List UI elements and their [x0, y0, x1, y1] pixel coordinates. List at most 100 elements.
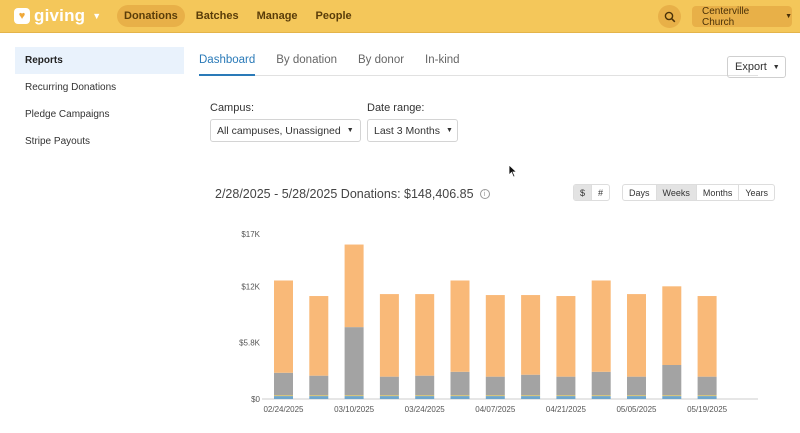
bar-segment: [450, 395, 470, 397]
bar-segment: [274, 280, 293, 373]
search-icon: [664, 11, 675, 22]
campus-select[interactable]: All campuses, Unassigned ▼: [210, 119, 361, 142]
bar-segment: [450, 371, 470, 396]
bar-segment: [379, 395, 399, 397]
bar-segment: [309, 395, 329, 397]
bar-segment: [662, 396, 682, 399]
main-nav: Donations Batches Manage People: [117, 5, 359, 27]
period-years-button[interactable]: Years: [745, 187, 769, 198]
bar-segment: [521, 396, 541, 399]
info-icon[interactable]: i: [479, 189, 490, 199]
sidebar-item-recurring-donations[interactable]: Recurring Donations: [25, 82, 117, 93]
bar-segment: [485, 376, 505, 396]
bar-segment: [627, 395, 646, 397]
bar-segment: [344, 396, 364, 399]
campus-label: Campus:: [210, 102, 255, 114]
x-tick-label: 05/05/2025: [616, 405, 657, 414]
sidebar: Reports Recurring Donations Pledge Campa…: [15, 47, 184, 155]
bar-segment: [344, 244, 364, 328]
tab-by-donor[interactable]: By donor: [358, 54, 405, 66]
bar-segment: [627, 396, 646, 399]
nav-batches[interactable]: Batches: [195, 10, 239, 22]
period-toggle: Days Weeks Months Years: [622, 184, 776, 201]
bar-segment: [415, 294, 435, 376]
period-weeks-button[interactable]: Weeks: [656, 185, 697, 200]
chart-title: 2/28/2025 - 5/28/2025 Donations: $148,40…: [215, 187, 490, 201]
date-range-value: Last 3 Months: [374, 124, 440, 137]
tab-by-donation[interactable]: By donation: [276, 54, 338, 66]
bar-segment: [521, 395, 541, 397]
y-tick-label: $0: [251, 395, 260, 404]
bar-segment: [521, 374, 541, 396]
bar-segment: [556, 396, 576, 399]
date-range-select[interactable]: Last 3 Months ▼: [367, 119, 458, 142]
date-range-label: Date range:: [367, 102, 425, 114]
tab-dashboard[interactable]: Dashboard: [199, 48, 256, 76]
bar-segment: [697, 395, 717, 397]
bar-segment: [697, 296, 717, 377]
bar-segment: [662, 365, 682, 396]
period-months-button[interactable]: Months: [697, 185, 740, 200]
x-tick-label: 03/24/2025: [405, 405, 446, 414]
export-label: Export: [735, 61, 767, 73]
caret-down-icon: ▼: [772, 63, 780, 71]
bar-segment: [591, 371, 611, 396]
nav-people[interactable]: People: [315, 10, 352, 22]
bar-segment: [485, 395, 505, 397]
sidebar-item-pledge-campaigns[interactable]: Pledge Campaigns: [25, 109, 110, 120]
bar-segment: [556, 376, 576, 396]
bar-segment: [309, 296, 329, 376]
bar-segment: [697, 376, 717, 396]
caret-down-icon: ▼: [346, 127, 354, 134]
y-tick-label: $12K: [241, 282, 260, 291]
bar-segment: [274, 395, 293, 397]
period-days-button[interactable]: Days: [623, 185, 657, 200]
bar-segment: [379, 396, 399, 399]
mouse-cursor-icon: [508, 164, 518, 178]
unit-count-button[interactable]: #: [598, 187, 604, 198]
bar-segment: [379, 294, 399, 377]
y-tick-label: $5.8K: [239, 339, 261, 348]
x-tick-label: 04/21/2025: [546, 405, 587, 414]
bar-segment: [485, 295, 505, 377]
chevron-down-icon: ▼: [92, 11, 102, 21]
bar-segment: [556, 296, 576, 377]
church-selector[interactable]: Centerville Church ▼: [692, 5, 792, 28]
brand-menu[interactable]: ♥ giving ▼: [14, 6, 101, 26]
x-tick-label: 02/24/2025: [263, 405, 304, 414]
sidebar-item-reports[interactable]: Reports: [15, 47, 184, 74]
bar-segment: [627, 376, 646, 396]
bar-segment: [415, 395, 435, 397]
bar-segment: [309, 396, 329, 399]
bar-segment: [379, 376, 399, 396]
top-bar: ♥ giving ▼ Donations Batches Manage Peop…: [0, 0, 800, 33]
y-tick-label: $17K: [241, 230, 260, 239]
export-button[interactable]: Export ▼: [727, 56, 786, 78]
bar-segment: [662, 286, 682, 365]
bar-segment: [485, 396, 505, 399]
unit-toggle: $ #: [573, 184, 611, 201]
brand-name: giving: [34, 6, 86, 25]
bar-segment: [344, 327, 364, 396]
campus-value: All campuses, Unassigned: [217, 124, 341, 137]
bar-segment: [415, 396, 435, 399]
x-tick-label: 03/10/2025: [334, 405, 375, 414]
bar-segment: [415, 375, 435, 396]
church-name: Centerville Church: [702, 5, 750, 28]
tab-in-kind[interactable]: In-kind: [425, 54, 460, 66]
bar-segment: [591, 396, 611, 399]
nav-donations[interactable]: Donations: [117, 5, 185, 27]
nav-manage[interactable]: Manage: [256, 10, 298, 22]
search-button[interactable]: [658, 5, 681, 28]
unit-dollar-button[interactable]: $: [574, 185, 593, 200]
sidebar-item-stripe-payouts[interactable]: Stripe Payouts: [25, 136, 91, 147]
bar-segment: [274, 396, 293, 399]
bar-segment: [591, 395, 611, 397]
bar-segment: [556, 395, 576, 397]
bar-segment: [450, 280, 470, 372]
x-tick-label: 04/07/2025: [475, 405, 516, 414]
bar-segment: [627, 294, 646, 377]
bar-segment: [450, 396, 470, 399]
x-tick-label: 05/19/2025: [687, 405, 728, 414]
